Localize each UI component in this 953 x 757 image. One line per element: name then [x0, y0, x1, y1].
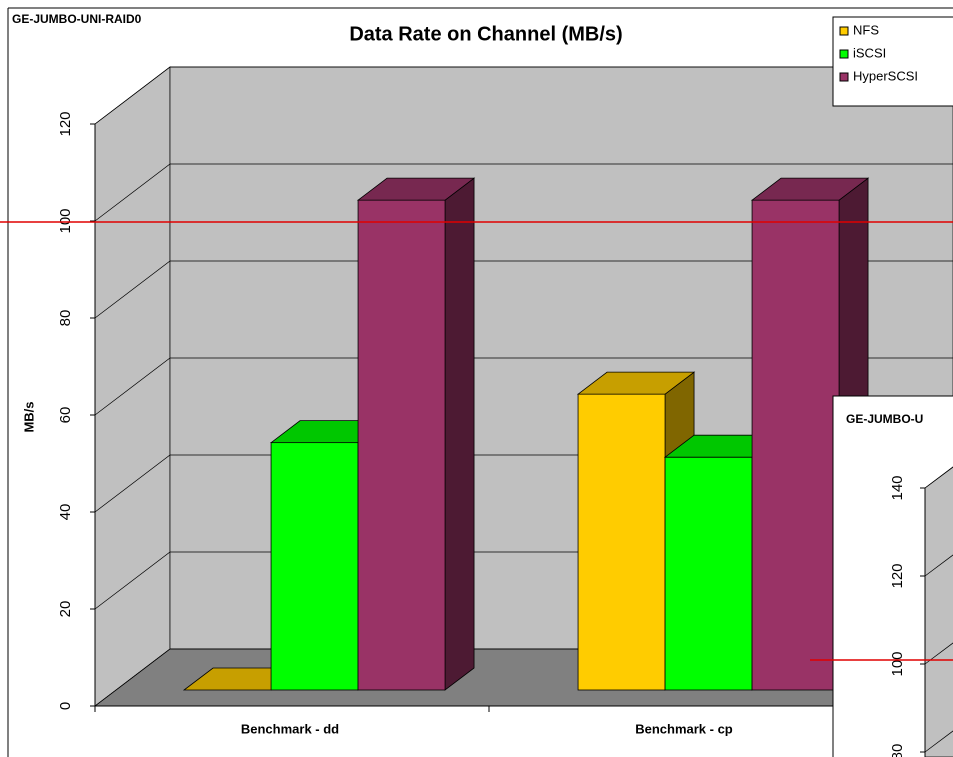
bar [751, 199, 840, 691]
grid-line [94, 260, 953, 319]
y-tick-label: 140 [889, 475, 906, 500]
y-tick-label: 20 [57, 601, 74, 618]
chart-label: GE-JUMBO-UNI-RAID0 [12, 12, 142, 26]
x-tick-label: Benchmark - cp [635, 721, 733, 736]
y-tick-label: 120 [889, 563, 906, 588]
grid-line [94, 66, 953, 125]
bar-side [444, 177, 475, 691]
y-tick-label: 120 [57, 111, 74, 136]
bar [664, 456, 753, 691]
legend-swatch [839, 72, 849, 82]
bar-top [576, 371, 696, 395]
legend [832, 16, 953, 107]
y-axis-label: MB/s [21, 401, 36, 432]
y-tick-label: 0 [57, 702, 74, 710]
legend-label: iSCSI [853, 45, 886, 60]
inset-body: 80 100 120 140 GE-JUMBO-U [846, 412, 953, 757]
main-chart: 0 20 40 60 80 100 120 Benchmark - dd Benchmark -… [12, 12, 953, 736]
y-tick-label: 80 [57, 310, 74, 327]
y-tick-label: 100 [889, 651, 906, 676]
grid-line [94, 357, 953, 416]
bar [577, 393, 666, 691]
inset-chart: 80 100 120 140 GE-JUMBO-U [832, 395, 953, 757]
y-tick-label: 60 [57, 407, 74, 424]
bar [357, 199, 446, 691]
legend-label: NFS [853, 22, 879, 37]
bar [270, 442, 359, 691]
grid-line [924, 554, 953, 577]
grid-line [924, 642, 953, 665]
x-tick-label: Benchmark - dd [241, 721, 339, 736]
side-wall [924, 466, 953, 757]
y-tick-label: 40 [57, 504, 74, 521]
legend-swatch [839, 49, 849, 59]
chart-title: Data Rate on Channel (MB/s) [349, 23, 622, 45]
y-tick-label: 100 [57, 208, 74, 233]
chart-label: GE-JUMBO-U [846, 412, 923, 426]
y-tick-label: 80 [889, 744, 906, 757]
bar-top [356, 177, 476, 201]
grid-line [94, 163, 953, 222]
legend-label: HyperSCSI [853, 68, 918, 83]
bar-top [750, 177, 870, 201]
legend-swatch [839, 26, 849, 36]
grid-line [924, 466, 953, 489]
grid-line [924, 730, 953, 753]
